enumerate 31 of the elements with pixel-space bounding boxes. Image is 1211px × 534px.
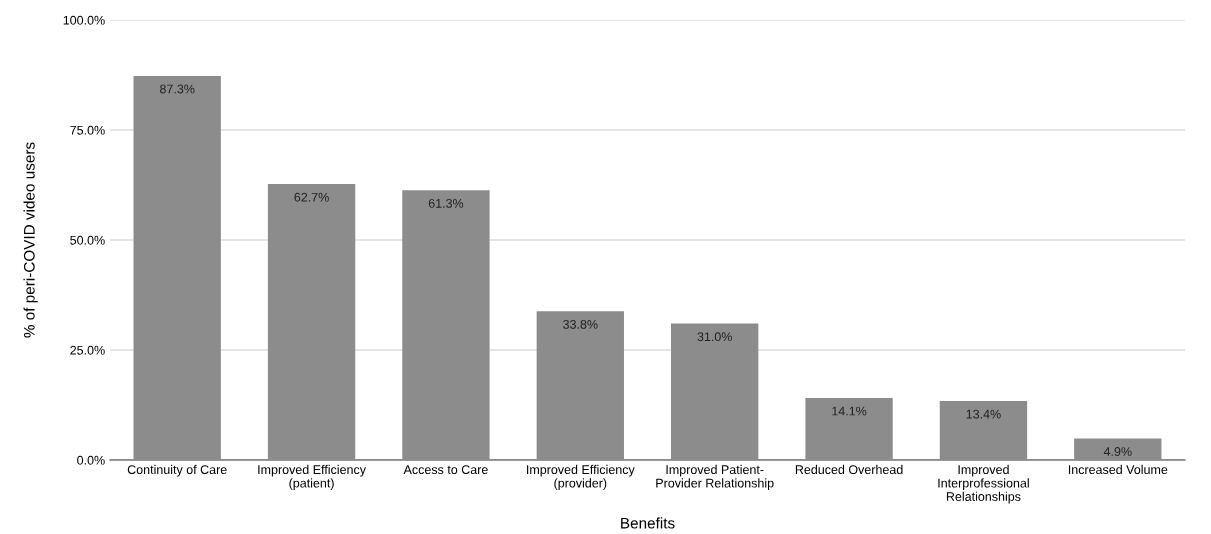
bar [267,184,356,460]
x-tick-label: Improved Efficiency (provider) [527,464,635,490]
x-tick-label: Improved Efficiency (patient) [258,464,366,490]
y-tick-label: 25.0% [70,345,105,355]
bar [671,323,759,460]
data-label: 14.1% [832,406,867,416]
bar [805,397,893,460]
y-tick-label: 0.0% [77,455,105,465]
bar [1074,438,1162,460]
x-tick-label: Improved Interprofessional Relationships [938,464,1029,504]
bar [133,75,221,460]
x-tick-label: Continuity of Care [127,464,227,477]
data-label: 4.9% [1103,447,1132,456]
x-tick-label: Reduced Overhead [795,464,903,475]
data-label: 13.4% [966,409,1001,419]
data-label: 31.0% [697,332,732,342]
bar [939,401,1028,460]
data-label: 87.3% [160,84,195,94]
x-tick-label: Access to Care [403,465,488,475]
y-tick-label: 50.0% [70,235,105,245]
y-tick-label: 100.0% [63,15,105,25]
bar [402,190,490,460]
y-axis-title: % of peri-COVID video users [23,142,38,338]
x-tick-label: Improved Patient- Provider Relationship [656,464,774,490]
y-tick-label: 75.0% [70,125,105,135]
data-label: 61.3% [428,198,464,208]
x-axis-title: Benefits [621,517,675,529]
x-tick-label: Increased Volume [1068,464,1168,475]
data-label: 33.8% [563,319,598,329]
bar [536,311,624,460]
data-label: 62.7% [294,192,329,202]
